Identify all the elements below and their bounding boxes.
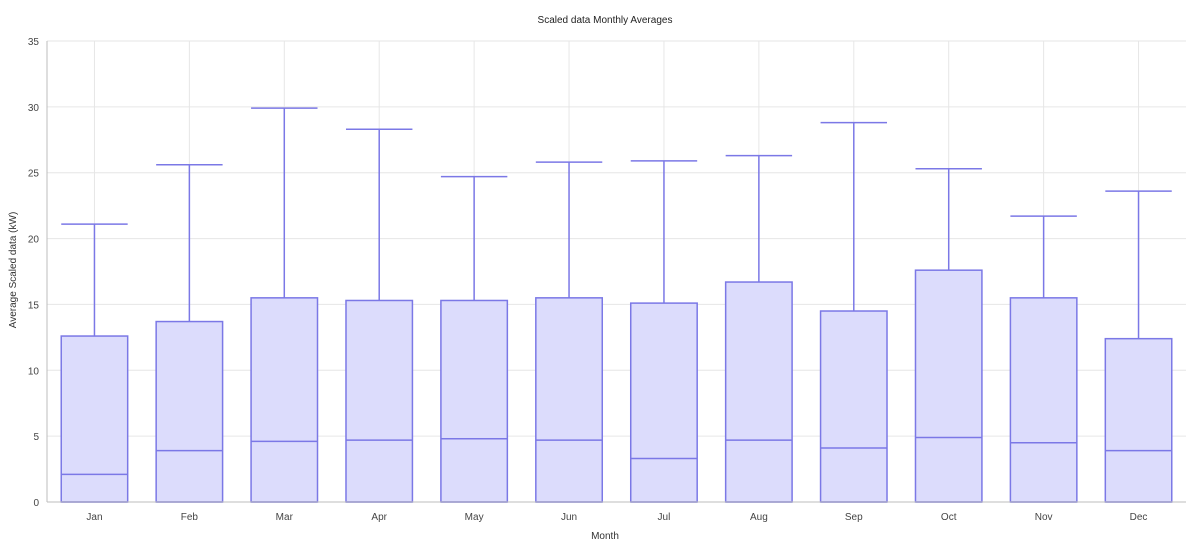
y-tick-label: 25 xyxy=(28,169,40,180)
box-body xyxy=(629,302,698,503)
x-tick-label: May xyxy=(465,512,484,523)
y-tick-label: 30 xyxy=(28,103,40,114)
x-tick-label: Aug xyxy=(750,512,768,523)
box-body xyxy=(914,269,983,503)
x-tick-label: Feb xyxy=(181,512,199,523)
x-tick-label: Jan xyxy=(86,512,102,523)
box-body xyxy=(535,297,604,503)
box-body xyxy=(724,281,793,503)
x-tick-label: Nov xyxy=(1035,512,1053,523)
x-tick-label: Dec xyxy=(1130,512,1148,523)
box-body xyxy=(819,310,888,503)
y-tick-label: 10 xyxy=(28,366,40,377)
box-body xyxy=(440,299,509,503)
y-axis-label: Average Scaled data (kW) xyxy=(8,212,19,329)
y-tick-label: 20 xyxy=(28,235,40,246)
y-tick-label: 5 xyxy=(33,432,39,443)
y-tick-label: 35 xyxy=(28,37,40,48)
x-axis-label: Month xyxy=(591,531,619,542)
box-body xyxy=(60,335,129,503)
x-tick-label: Sep xyxy=(845,512,863,523)
box-body xyxy=(1104,337,1173,503)
x-tick-label: Oct xyxy=(941,512,957,523)
y-tick-label: 0 xyxy=(33,498,39,509)
y-tick-label: 15 xyxy=(28,300,40,311)
box-body xyxy=(345,299,414,503)
x-tick-label: Mar xyxy=(276,512,294,523)
box-layer xyxy=(60,107,1173,503)
x-tick-label: Jun xyxy=(561,512,577,523)
axis-layer xyxy=(46,41,1186,503)
box-body xyxy=(155,320,224,503)
x-tick-label: Jul xyxy=(658,512,671,523)
x-tick-label: Apr xyxy=(371,512,387,523)
box-body xyxy=(1009,297,1078,503)
tick-layer: 0 5 10 15 20 25 30 35 Jan Feb Mar Apr May Jun Jul Aug Se… xyxy=(28,37,1148,523)
box-body xyxy=(250,297,319,503)
chart-title: Scaled data Monthly Averages xyxy=(538,15,673,26)
